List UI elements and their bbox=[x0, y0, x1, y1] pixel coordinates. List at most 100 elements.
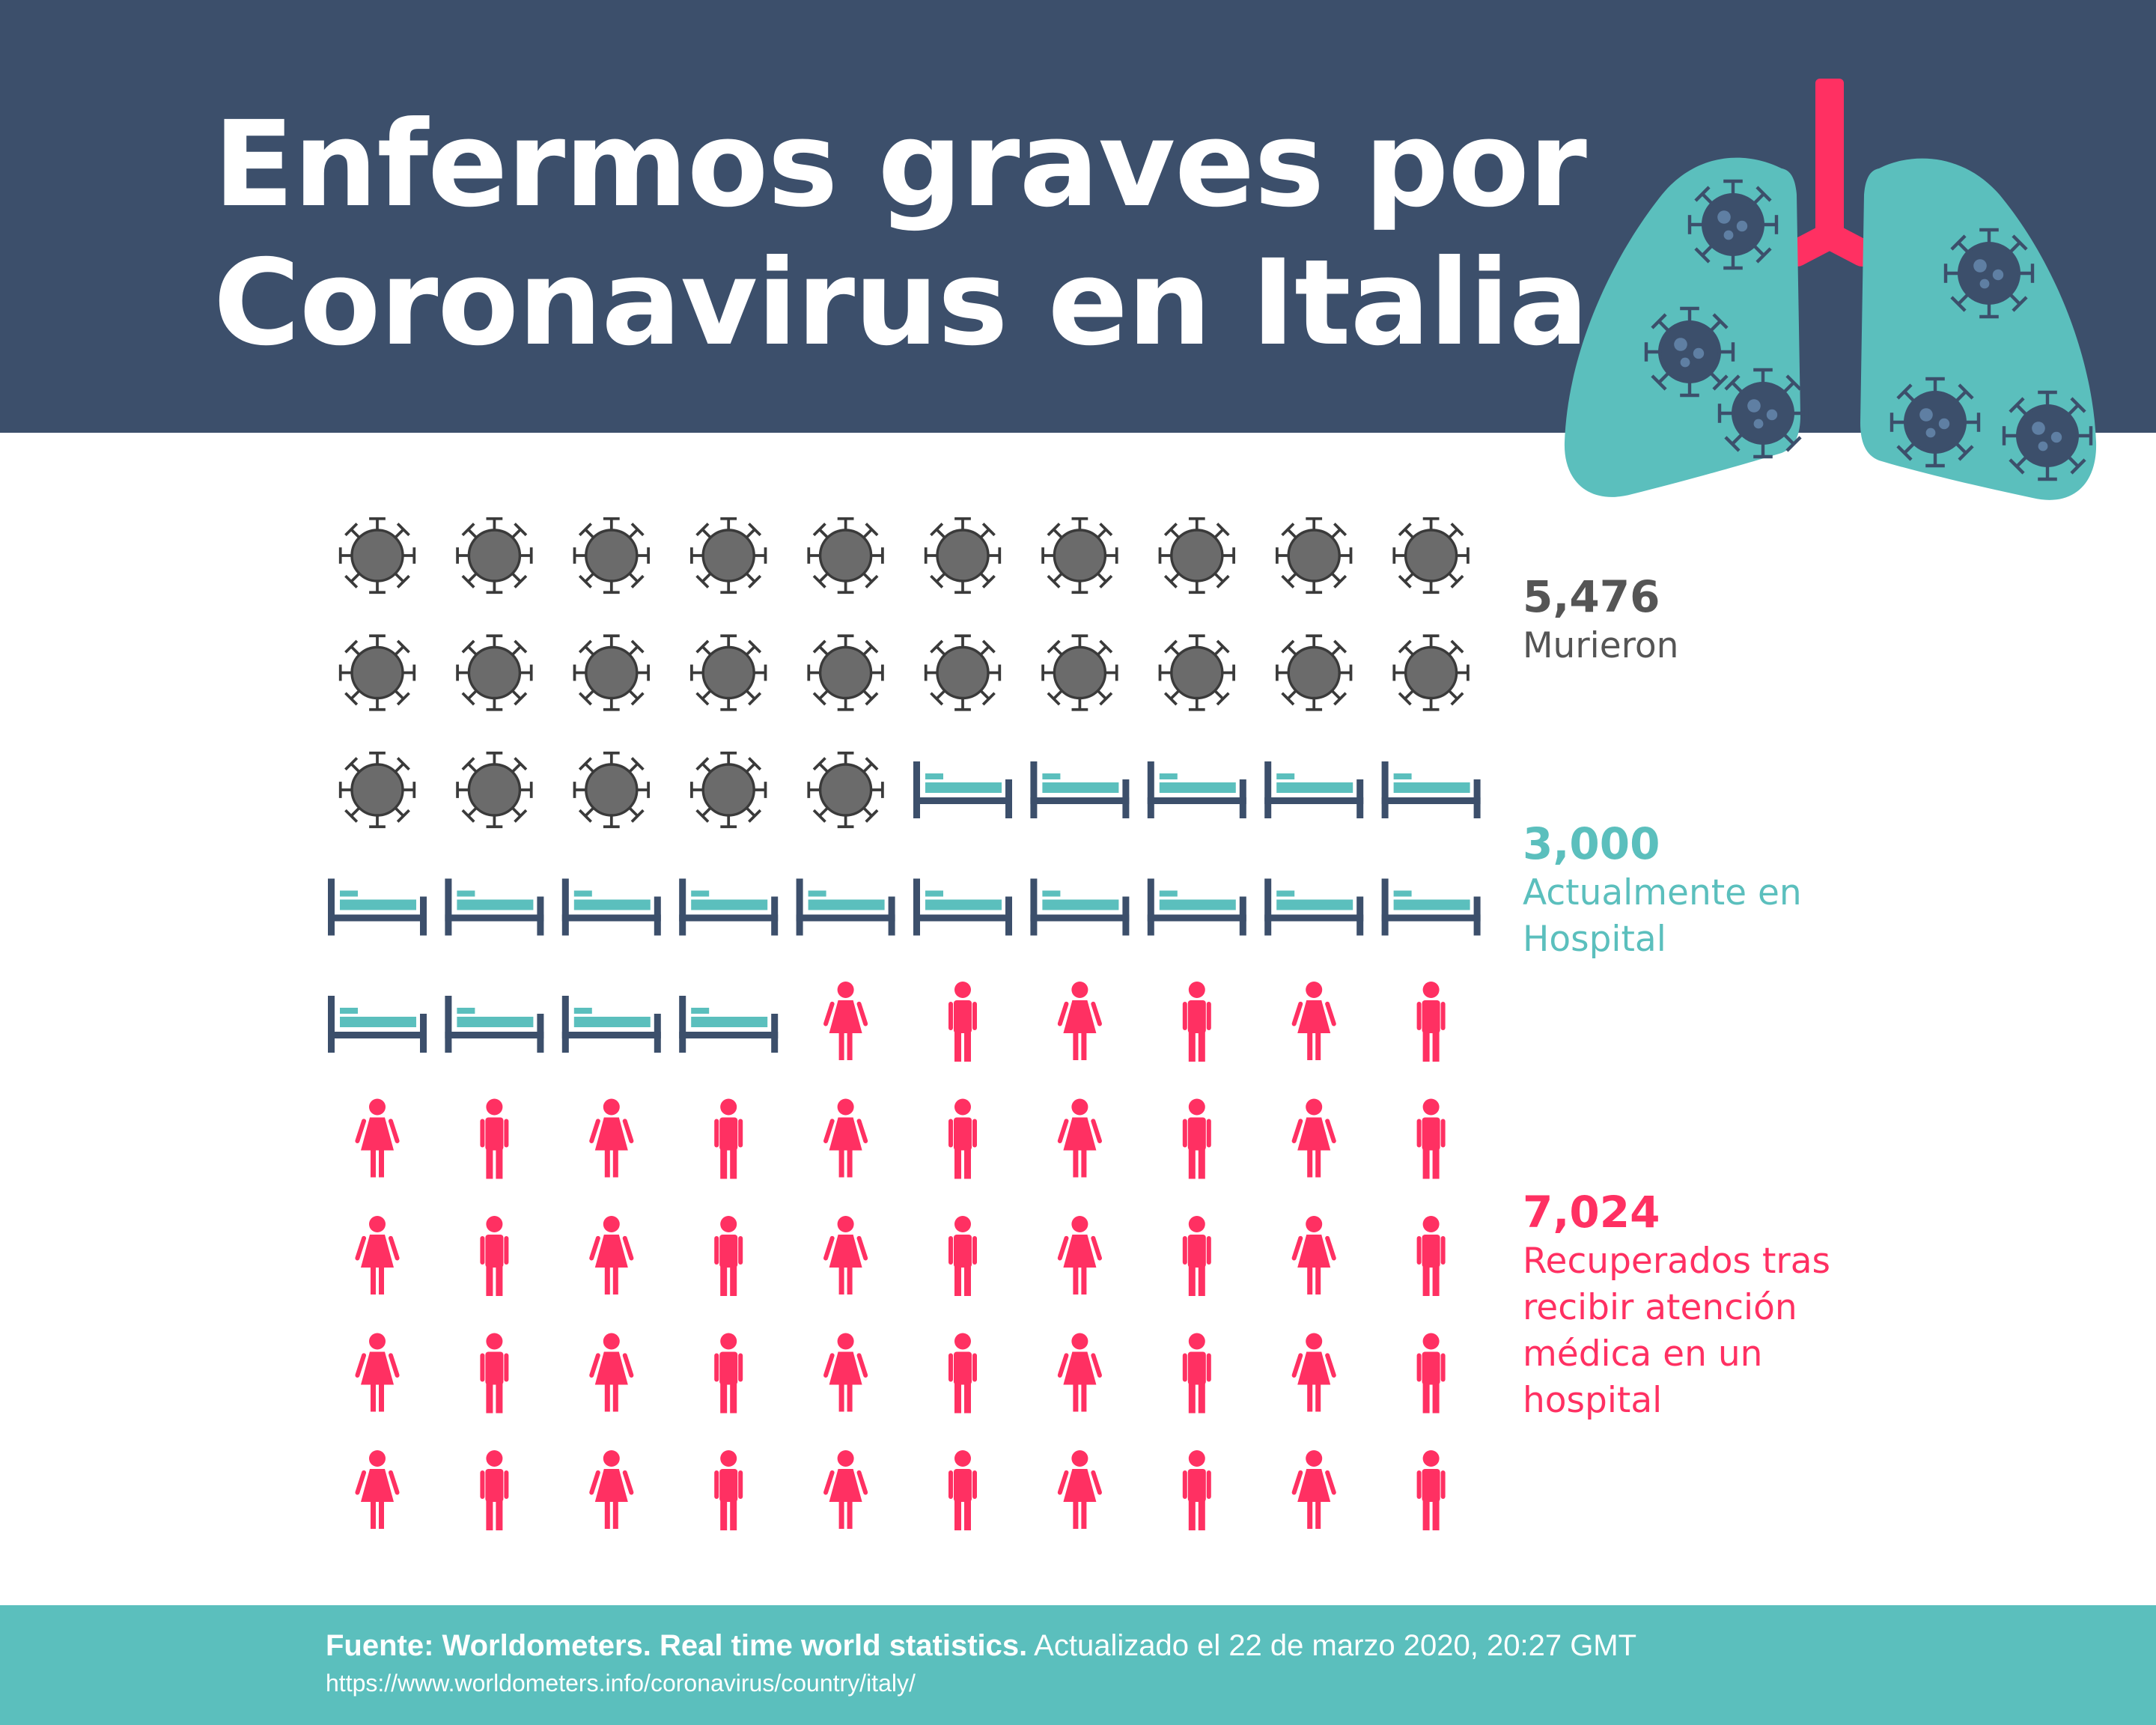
recovered-value: 7,024 bbox=[1523, 1187, 1660, 1238]
virus-icon bbox=[1276, 517, 1353, 594]
footer-url: https://www.worldometers.info/coronaviru… bbox=[326, 1670, 916, 1697]
person-icon bbox=[823, 1216, 868, 1294]
trachea-icon bbox=[1783, 79, 1876, 267]
virus-icon bbox=[924, 517, 1002, 594]
person-icon bbox=[1291, 982, 1336, 1060]
person-icon bbox=[1416, 1450, 1446, 1530]
person-icon bbox=[948, 1216, 977, 1296]
virus-icon bbox=[573, 634, 650, 711]
lung-virus-icon bbox=[2002, 390, 2093, 481]
person-icon bbox=[1182, 1216, 1211, 1296]
virus-icon bbox=[573, 517, 650, 594]
person-icon bbox=[480, 1333, 509, 1414]
stat-recovered: 7,024 Recuperados tras recibir atención … bbox=[1523, 1186, 1867, 1424]
virus-icon bbox=[1276, 634, 1353, 711]
person-icon bbox=[355, 1450, 400, 1529]
person-icon bbox=[823, 1450, 868, 1529]
virus-icon bbox=[573, 751, 650, 829]
person-icon bbox=[1291, 1216, 1336, 1294]
person-icon bbox=[480, 1450, 509, 1530]
footer-source-line: Fuente: Worldometers. Real time world st… bbox=[326, 1626, 1636, 1665]
virus-icon bbox=[456, 517, 533, 594]
deaths-label: Murieron bbox=[1523, 625, 1679, 666]
person-icon bbox=[714, 1450, 743, 1530]
lung-virus-icon bbox=[1943, 228, 2035, 319]
person-icon bbox=[1057, 1098, 1102, 1178]
person-icon bbox=[948, 1098, 977, 1179]
bed-icon bbox=[1147, 878, 1246, 936]
person-icon bbox=[1416, 982, 1446, 1062]
bed-icon bbox=[1264, 761, 1364, 818]
bed-icon bbox=[1030, 878, 1130, 936]
person-icon bbox=[1182, 1450, 1211, 1530]
person-icon bbox=[823, 1333, 868, 1412]
person-icon bbox=[823, 1098, 868, 1178]
person-icon bbox=[355, 1216, 400, 1294]
bed-icon bbox=[561, 878, 661, 936]
person-icon bbox=[714, 1098, 743, 1179]
person-icon bbox=[1291, 1333, 1336, 1412]
person-icon bbox=[1416, 1216, 1446, 1296]
bed-icon bbox=[1264, 878, 1364, 936]
bed-icon bbox=[445, 878, 544, 936]
title-line-1: Enfermos graves por bbox=[213, 96, 1587, 234]
person-icon bbox=[1291, 1098, 1336, 1178]
person-icon bbox=[355, 1098, 400, 1178]
person-icon bbox=[948, 982, 977, 1062]
person-icon bbox=[714, 1333, 743, 1414]
person-icon bbox=[480, 1098, 509, 1179]
virus-icon bbox=[807, 517, 884, 594]
virus-icon bbox=[1158, 517, 1235, 594]
person-icon bbox=[589, 1216, 634, 1294]
virus-icon bbox=[456, 634, 533, 711]
person-icon bbox=[355, 1333, 400, 1412]
bed-icon bbox=[445, 996, 544, 1053]
stat-hospital: 3,000 Actualmente en Hospital bbox=[1523, 818, 1867, 963]
bed-icon bbox=[1030, 761, 1130, 818]
lung-virus-icon bbox=[1687, 179, 1779, 270]
virus-icon bbox=[1041, 517, 1118, 594]
hospital-label: Actualmente en Hospital bbox=[1523, 872, 1802, 960]
virus-icon bbox=[690, 634, 767, 711]
bed-icon bbox=[1381, 761, 1481, 818]
person-icon bbox=[1416, 1333, 1446, 1414]
virus-icon bbox=[807, 634, 884, 711]
person-icon bbox=[823, 982, 868, 1060]
virus-icon bbox=[807, 751, 884, 829]
bed-icon bbox=[679, 878, 779, 936]
lung-virus-icon bbox=[1717, 368, 1809, 459]
virus-icon bbox=[690, 517, 767, 594]
virus-icon bbox=[690, 751, 767, 829]
title-line-2: Coronavirus en Italia bbox=[213, 234, 1589, 372]
bed-icon bbox=[561, 996, 661, 1053]
bed-icon bbox=[679, 996, 779, 1053]
bed-icon bbox=[913, 878, 1012, 936]
recovered-label: Recuperados tras recibir atención médica… bbox=[1523, 1241, 1831, 1421]
person-icon bbox=[589, 1098, 634, 1178]
person-icon bbox=[1057, 1333, 1102, 1412]
deaths-value: 5,476 bbox=[1523, 571, 1660, 622]
lungs-illustration bbox=[1564, 79, 2097, 500]
footer-updated: Actualizado el 22 de marzo 2020, 20:27 G… bbox=[1034, 1629, 1637, 1662]
virus-icon bbox=[1041, 634, 1118, 711]
person-icon bbox=[1057, 1216, 1102, 1294]
bed-icon bbox=[1147, 761, 1246, 818]
person-icon bbox=[1291, 1450, 1336, 1529]
person-icon bbox=[1182, 1098, 1211, 1179]
person-icon bbox=[1057, 982, 1102, 1060]
virus-icon bbox=[338, 517, 416, 594]
virus-icon bbox=[1158, 634, 1235, 711]
virus-icon bbox=[338, 634, 416, 711]
footer-bar: Fuente: Worldometers. Real time world st… bbox=[0, 1605, 2156, 1725]
lung-virus-icon bbox=[1889, 377, 1981, 468]
stat-deaths: 5,476 Murieron bbox=[1523, 571, 1867, 669]
person-icon bbox=[948, 1333, 977, 1414]
page-title: Enfermos graves por Coronavirus en Itali… bbox=[213, 96, 1589, 373]
person-icon bbox=[1182, 982, 1211, 1062]
bed-icon bbox=[1381, 878, 1481, 936]
virus-icon bbox=[1392, 634, 1470, 711]
person-icon bbox=[480, 1216, 509, 1296]
bed-icon bbox=[913, 761, 1012, 818]
person-icon bbox=[589, 1333, 634, 1412]
lung-virus-icon bbox=[1644, 306, 1735, 398]
